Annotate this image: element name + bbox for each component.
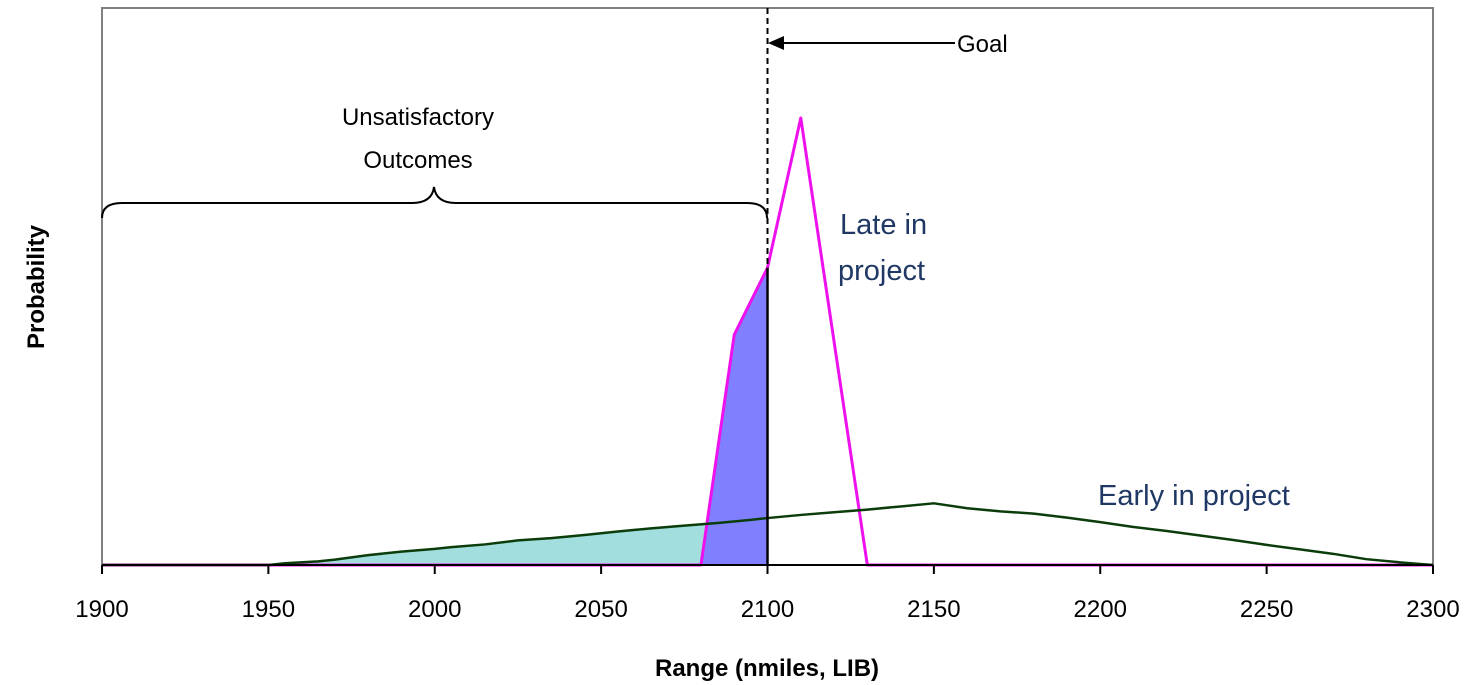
shaded-areas	[102, 267, 768, 565]
shaded-area-early	[102, 518, 768, 565]
x-axis-title: Range (nmiles, LIB)	[655, 655, 879, 682]
x-tick-label: 2200	[1074, 596, 1127, 623]
x-tick-label: 1950	[242, 596, 295, 623]
x-tick-label: 2000	[408, 596, 461, 623]
x-tick-label: 1900	[75, 596, 128, 623]
x-tick-label: 2100	[741, 596, 794, 623]
late-series-label-line2: project	[838, 255, 925, 287]
series-line-early	[102, 502, 1434, 567]
x-tick-label: 2300	[1406, 596, 1459, 623]
late-series-label-line1: Late in	[840, 209, 927, 241]
goal-label: Goal	[957, 31, 1008, 58]
x-tick-label: 2250	[1240, 596, 1293, 623]
x-tick-label: 2150	[907, 596, 960, 623]
early-series-label: Early in project	[1098, 480, 1290, 512]
y-axis-title: Probability	[23, 224, 50, 349]
unsatisfactory-bracket	[101, 186, 768, 219]
x-tick-label: 2050	[574, 596, 627, 623]
unsatisfactory-label-line1: Unsatisfactory	[342, 104, 494, 131]
x-axis-ticks: 1900 1950 2000 2050 2100 2150 2200 2250 2300	[75, 565, 1460, 623]
unsatisfactory-label-line2: Outcomes	[363, 147, 472, 174]
goal-arrow-head	[768, 36, 784, 50]
